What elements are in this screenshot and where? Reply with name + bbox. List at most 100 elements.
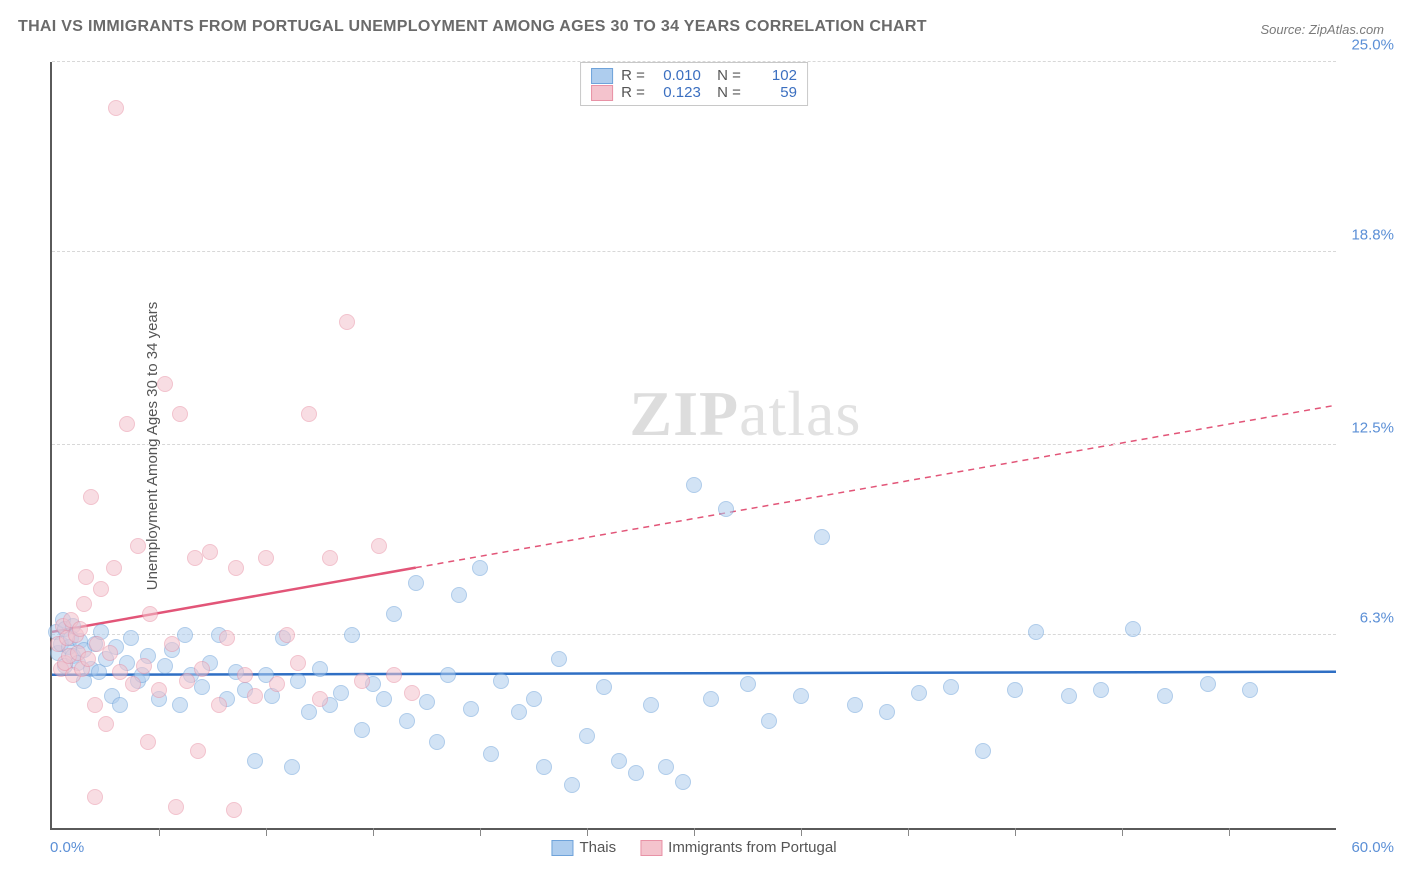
r-value: 0.010 <box>653 67 701 84</box>
data-point <box>123 630 139 646</box>
data-point <box>140 734 156 750</box>
data-point <box>429 734 445 750</box>
data-point <box>194 679 210 695</box>
legend-item: Immigrants from Portugal <box>640 839 836 856</box>
data-point <box>269 676 285 692</box>
data-point <box>78 569 94 585</box>
data-point <box>718 501 734 517</box>
data-point <box>83 489 99 505</box>
y-tick-label: 12.5% <box>1351 420 1394 437</box>
chart-title: THAI VS IMMIGRANTS FROM PORTUGAL UNEMPLO… <box>18 18 927 36</box>
data-point <box>219 630 235 646</box>
data-point <box>76 596 92 612</box>
data-point <box>228 560 244 576</box>
data-point <box>847 697 863 713</box>
data-point <box>472 560 488 576</box>
data-point <box>112 697 128 713</box>
data-point <box>226 802 242 818</box>
data-point <box>740 676 756 692</box>
data-point <box>1242 682 1258 698</box>
data-point <box>628 765 644 781</box>
data-point <box>344 627 360 643</box>
legend-swatch <box>551 840 573 856</box>
data-point <box>102 645 118 661</box>
data-point <box>125 676 141 692</box>
x-tick-mark <box>908 828 909 836</box>
stats-row: R =0.123 N =59 <box>591 84 797 101</box>
chart-container: THAI VS IMMIGRANTS FROM PORTUGAL UNEMPLO… <box>0 0 1406 892</box>
data-point <box>190 743 206 759</box>
data-point <box>194 661 210 677</box>
legend-swatch <box>640 840 662 856</box>
data-point <box>279 627 295 643</box>
data-point <box>511 704 527 720</box>
data-point <box>1125 621 1141 637</box>
data-point <box>371 538 387 554</box>
data-point <box>172 697 188 713</box>
stats-row: R =0.010 N =102 <box>591 67 797 84</box>
x-tick-mark <box>266 828 267 836</box>
data-point <box>72 621 88 637</box>
data-point <box>247 688 263 704</box>
data-point <box>312 691 328 707</box>
legend-swatch <box>591 85 613 101</box>
legend-swatch <box>591 68 613 84</box>
data-point <box>130 538 146 554</box>
source-attribution: Source: ZipAtlas.com <box>1260 22 1384 37</box>
x-tick-mark <box>1015 828 1016 836</box>
y-tick-label: 6.3% <box>1360 609 1394 626</box>
data-point <box>80 651 96 667</box>
data-point <box>386 667 402 683</box>
x-axis-min-label: 0.0% <box>50 839 84 856</box>
x-tick-mark <box>1229 828 1230 836</box>
r-value: 0.123 <box>653 84 701 101</box>
data-point <box>611 753 627 769</box>
data-point <box>399 713 415 729</box>
x-tick-mark <box>587 828 588 836</box>
data-point <box>202 544 218 560</box>
stats-legend: R =0.010 N =102R =0.123 N =59 <box>580 62 808 106</box>
data-point <box>312 661 328 677</box>
y-tick-label: 18.8% <box>1351 226 1394 243</box>
data-point <box>551 651 567 667</box>
data-point <box>258 550 274 566</box>
data-point <box>376 691 392 707</box>
data-point <box>247 753 263 769</box>
x-tick-mark <box>694 828 695 836</box>
data-point <box>814 529 830 545</box>
watermark: ZIPatlas <box>629 377 861 451</box>
data-point <box>1061 688 1077 704</box>
data-point <box>483 746 499 762</box>
data-point <box>703 691 719 707</box>
x-axis-max-label: 60.0% <box>1351 839 1394 856</box>
gridline <box>52 61 1336 62</box>
data-point <box>451 587 467 603</box>
data-point <box>106 560 122 576</box>
data-point <box>93 581 109 597</box>
data-point <box>440 667 456 683</box>
data-point <box>1157 688 1173 704</box>
r-label: R = <box>621 67 645 84</box>
series-legend: ThaisImmigrants from Portugal <box>551 839 836 856</box>
data-point <box>172 406 188 422</box>
data-point <box>493 673 509 689</box>
data-point <box>793 688 809 704</box>
data-point <box>536 759 552 775</box>
data-point <box>975 743 991 759</box>
x-tick-mark <box>1122 828 1123 836</box>
data-point <box>761 713 777 729</box>
legend-label: Immigrants from Portugal <box>668 839 836 856</box>
data-point <box>879 704 895 720</box>
x-tick-mark <box>373 828 374 836</box>
gridline <box>52 634 1336 635</box>
data-point <box>1007 682 1023 698</box>
data-point <box>301 406 317 422</box>
data-point <box>211 697 227 713</box>
gridline <box>52 444 1336 445</box>
data-point <box>237 667 253 683</box>
data-point <box>943 679 959 695</box>
data-point <box>157 658 173 674</box>
data-point <box>333 685 349 701</box>
data-point <box>339 314 355 330</box>
n-label: N = <box>709 67 741 84</box>
